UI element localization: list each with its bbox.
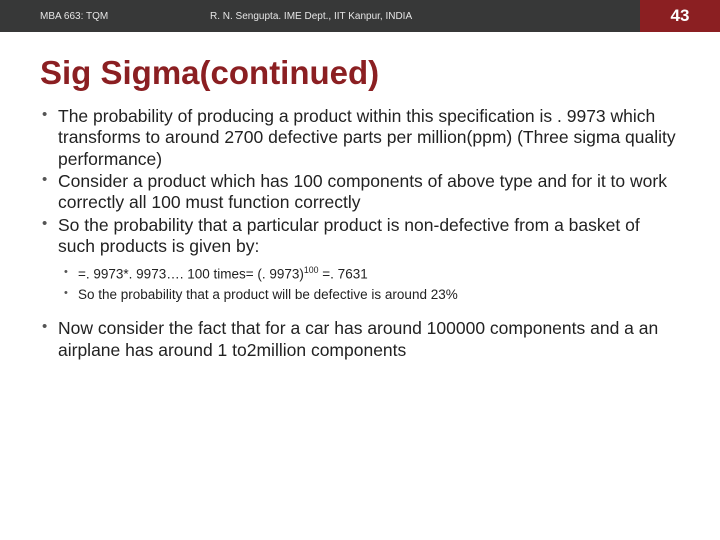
sub1-post: =. 7631: [319, 267, 368, 282]
slide-content: The probability of producing a product w…: [0, 106, 720, 361]
slide-number: 43: [640, 0, 720, 32]
bullet-4: Now consider the fact that for a car has…: [40, 318, 680, 361]
bullet-3: So the probability that a particular pro…: [40, 215, 680, 258]
slide-header: MBA 663: TQM R. N. Sengupta. IME Dept., …: [0, 0, 720, 32]
bullet-2: Consider a product which has 100 compone…: [40, 171, 680, 214]
sub1-pre: =. 9973*. 9973…. 100 times= (. 9973): [78, 267, 304, 282]
header-author: R. N. Sengupta. IME Dept., IIT Kanpur, I…: [210, 11, 640, 22]
header-course: MBA 663: TQM: [0, 11, 210, 22]
bullet-1: The probability of producing a product w…: [40, 106, 680, 170]
sub-bullet-1: =. 9973*. 9973…. 100 times= (. 9973)100 …: [64, 265, 680, 284]
sub1-sup: 100: [304, 265, 319, 275]
sub-bullet-2: So the probability that a product will b…: [64, 286, 680, 304]
slide-title: Sig Sigma(continued): [0, 32, 720, 106]
